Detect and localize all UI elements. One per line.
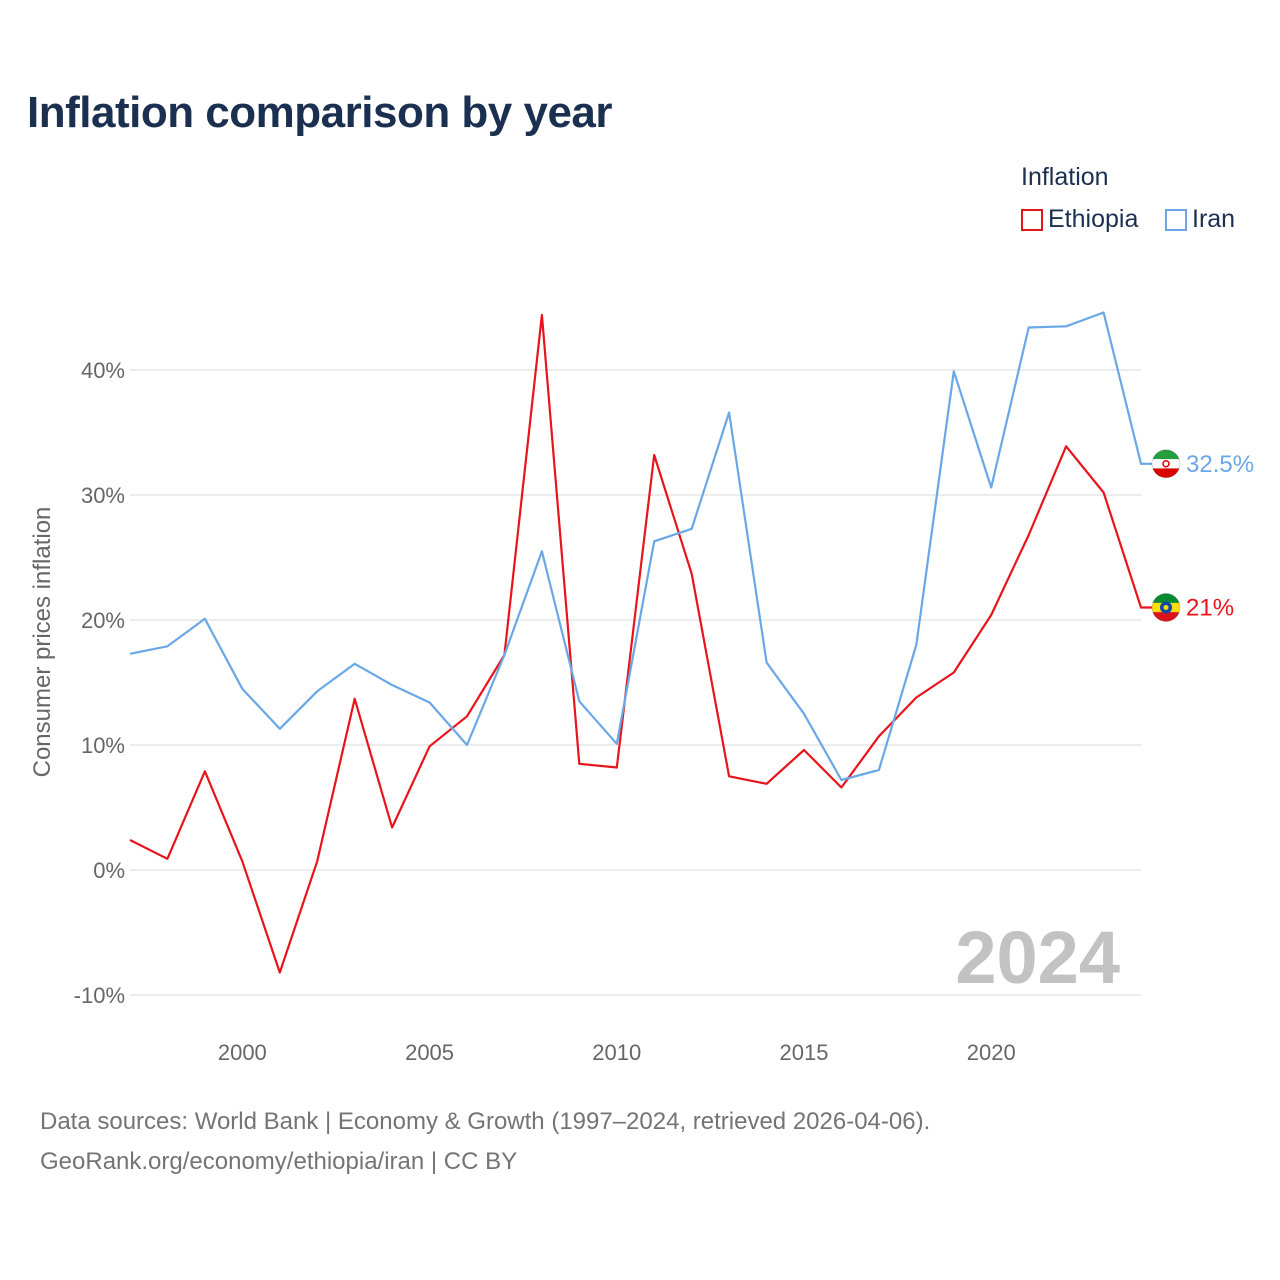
legend-swatch-iran [1165,208,1187,231]
grid-lines [130,369,1141,996]
source-line-2: GeoRank.org/economy/ethiopia/iran | CC B… [40,1148,518,1175]
x-axis-ticks: 2000 2005 2010 2015 2020 [218,1040,1016,1065]
page-title: Inflation comparison by year [27,88,613,137]
y-tick-label: 30% [81,483,125,508]
ethiopia-flag-icon [1151,593,1181,622]
x-tick-label: 2005 [405,1040,454,1065]
series-end-markers: 21% 32.5% [1151,449,1254,622]
legend-item-ethiopia[interactable]: Ethiopia [1021,205,1138,234]
iran-flag-icon [1151,449,1181,479]
y-tick-label: 0% [93,858,125,883]
legend-label-iran: Iran [1192,205,1236,233]
year-watermark: 2024 [955,916,1120,999]
y-axis-label: Consumer prices inflation [29,507,56,778]
x-tick-label: 2000 [218,1040,267,1065]
end-label-iran: 32.5% [1186,451,1254,478]
x-tick-label: 2020 [967,1040,1016,1065]
y-tick-label: -10% [74,983,125,1008]
legend-swatch-ethiopia [1021,208,1043,231]
y-axis-ticks: -10% 0% 10% 20% 30% 40% [74,358,125,1008]
legend-item-iran[interactable]: Iran [1165,205,1235,234]
y-tick-label: 10% [81,733,125,758]
series-lines [129,311,1152,974]
source-line-1: Data sources: World Bank | Economy & Gro… [40,1108,931,1135]
y-tick-label: 40% [81,358,125,383]
x-tick-label: 2015 [780,1040,829,1065]
series-line-iran [129,311,1152,782]
y-tick-label: 20% [81,608,125,633]
series-line-ethiopia [129,313,1152,974]
end-label-ethiopia: 21% [1186,595,1234,622]
legend-title: Inflation [1021,163,1109,191]
legend-label-ethiopia: Ethiopia [1048,205,1139,233]
x-tick-label: 2010 [592,1040,641,1065]
